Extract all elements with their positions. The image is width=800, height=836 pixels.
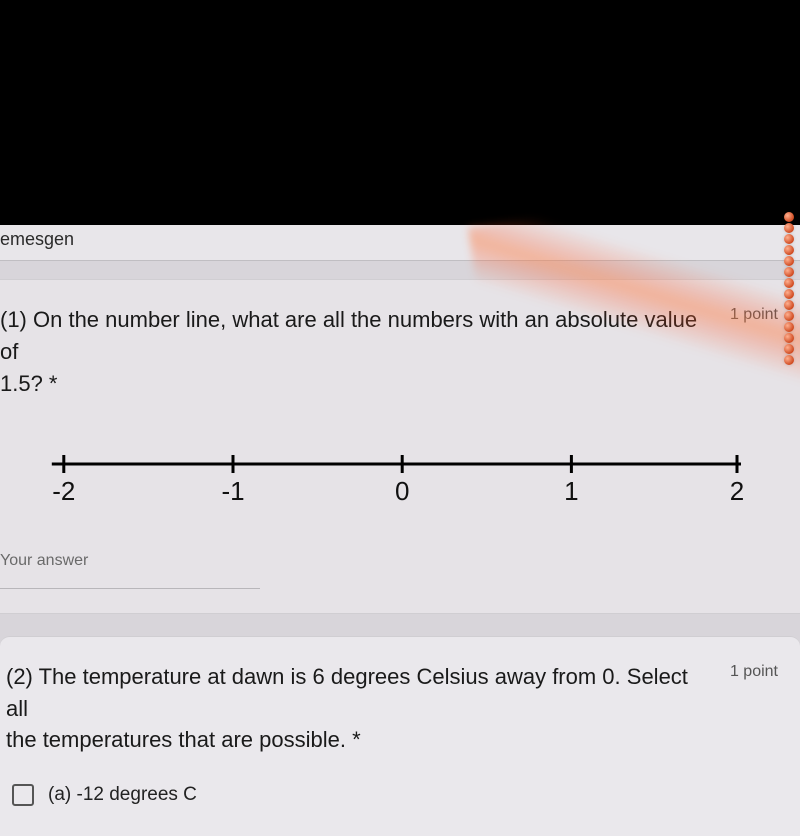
question-2-text: (2) The temperature at dawn is 6 degrees… — [6, 661, 790, 757]
question-1-text: (1) On the number line, what are all the… — [0, 304, 790, 400]
form-area: emesgen 1 point (1) On the number line, … — [0, 225, 800, 800]
q1-line1: (1) On the number line, what are all the… — [0, 307, 697, 364]
points-label: 1 point — [730, 306, 778, 324]
answer-label: Your answer — [0, 552, 790, 570]
svg-text:-1: -1 — [221, 476, 244, 506]
question-2-card: 1 point (2) The temperature at dawn is 6… — [0, 636, 800, 836]
answer-underline — [0, 588, 260, 589]
name-fragment: emesgen — [0, 229, 74, 249]
q1-line2: 1.5? * — [0, 371, 58, 396]
svg-text:1: 1 — [564, 476, 578, 506]
numberline-svg: -2 -1 0 1 2 — [20, 442, 770, 522]
q2-line1: (2) The temperature at dawn is 6 degrees… — [6, 664, 688, 721]
points-label-2: 1 point — [730, 663, 778, 681]
svg-text:0: 0 — [395, 476, 409, 506]
option-a-label: (a) -12 degrees C — [48, 784, 197, 806]
question-1-card: 1 point (1) On the number line, what are… — [0, 279, 800, 614]
answer-area[interactable]: Your answer — [0, 552, 790, 593]
svg-text:-2: -2 — [52, 476, 75, 506]
name-section: emesgen — [0, 225, 800, 261]
numberline: -2 -1 0 1 2 — [20, 442, 770, 522]
q2-line2: the temperatures that are possible. * — [6, 727, 361, 752]
option-a-row[interactable]: (a) -12 degrees C — [6, 784, 790, 806]
svg-text:2: 2 — [730, 476, 744, 506]
checkbox-a[interactable] — [12, 784, 34, 806]
